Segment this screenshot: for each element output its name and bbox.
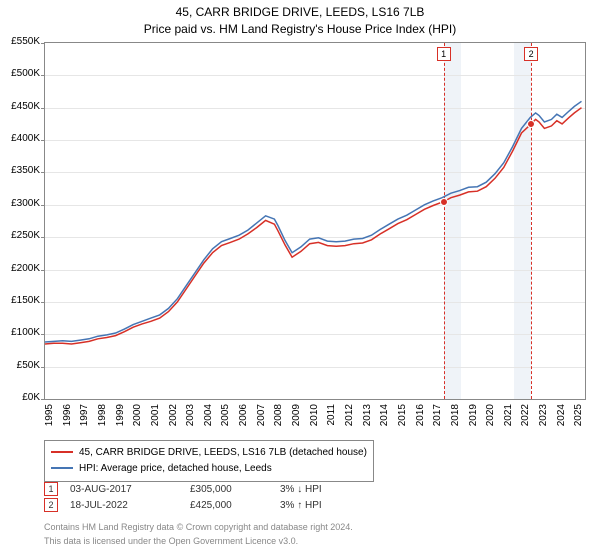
x-tick-label: 2007 [256, 404, 267, 444]
legend-label: 45, CARR BRIDGE DRIVE, LEEDS, LS16 7LB (… [79, 447, 367, 458]
x-tick-label: 2011 [326, 404, 337, 444]
x-tick-label: 2019 [468, 404, 479, 444]
x-tick-label: 2001 [150, 404, 161, 444]
y-tick-label: £200K [4, 263, 40, 274]
sale-price: £305,000 [190, 482, 280, 498]
x-tick-label: 2020 [485, 404, 496, 444]
x-tick-label: 1997 [79, 404, 90, 444]
marker-2: 2 [524, 47, 538, 61]
sale-marker-icon: 2 [44, 498, 58, 512]
legend: 45, CARR BRIDGE DRIVE, LEEDS, LS16 7LB (… [44, 440, 374, 482]
y-tick-label: £150K [4, 295, 40, 306]
y-tick-label: £50K [4, 360, 40, 371]
sale-point-2 [527, 120, 535, 128]
y-tick-label: £450K [4, 101, 40, 112]
x-tick-label: 1998 [97, 404, 108, 444]
sale-row-1: 1 03-AUG-2017£305,0003% ↓ HPI [44, 482, 370, 498]
footer: 1 03-AUG-2017£305,0003% ↓ HPI 2 18-JUL-2022… [44, 482, 370, 549]
x-tick-label: 2015 [397, 404, 408, 444]
x-tick-label: 2008 [273, 404, 284, 444]
x-tick-label: 2021 [503, 404, 514, 444]
x-tick-label: 2018 [450, 404, 461, 444]
sale-delta: 3% ↑ HPI [280, 498, 370, 514]
sale-delta: 3% ↓ HPI [280, 482, 370, 498]
x-tick-label: 2006 [238, 404, 249, 444]
x-tick-label: 1995 [44, 404, 55, 444]
credit-text: Contains HM Land Registry data © Crown c… [44, 520, 370, 549]
x-tick-label: 2002 [168, 404, 179, 444]
x-tick-label: 2012 [344, 404, 355, 444]
x-tick-label: 2009 [291, 404, 302, 444]
x-tick-label: 1996 [62, 404, 73, 444]
y-tick-label: £400K [4, 133, 40, 144]
sale-marker-icon: 1 [44, 482, 58, 496]
marker-1: 1 [437, 47, 451, 61]
x-tick-label: 2016 [415, 404, 426, 444]
y-tick-label: £550K [4, 36, 40, 47]
sale-price: £425,000 [190, 498, 280, 514]
series-hpi [45, 101, 582, 342]
sale-date: 18-JUL-2022 [70, 498, 190, 514]
chart-subtitle: Price paid vs. HM Land Registry's House … [0, 21, 600, 38]
sale-row-2: 2 18-JUL-2022£425,0003% ↑ HPI [44, 498, 370, 514]
x-tick-label: 2004 [203, 404, 214, 444]
series-price [45, 108, 582, 344]
x-tick-label: 2010 [309, 404, 320, 444]
legend-swatch [51, 467, 73, 469]
y-tick-label: £500K [4, 68, 40, 79]
y-tick-label: £300K [4, 198, 40, 209]
x-tick-label: 2017 [432, 404, 443, 444]
x-tick-label: 2023 [538, 404, 549, 444]
x-tick-label: 2005 [220, 404, 231, 444]
x-tick-label: 2014 [379, 404, 390, 444]
x-tick-label: 2025 [573, 404, 584, 444]
chart-title: 45, CARR BRIDGE DRIVE, LEEDS, LS16 7LB [0, 4, 600, 21]
x-tick-label: 2003 [185, 404, 196, 444]
x-tick-label: 2013 [362, 404, 373, 444]
sale-date: 03-AUG-2017 [70, 482, 190, 498]
x-tick-label: 2022 [520, 404, 531, 444]
y-tick-label: £100K [4, 327, 40, 338]
legend-swatch [51, 451, 73, 453]
y-tick-label: £350K [4, 165, 40, 176]
x-tick-label: 2024 [556, 404, 567, 444]
y-tick-label: £0K [4, 392, 40, 403]
x-tick-label: 2000 [132, 404, 143, 444]
x-tick-label: 1999 [115, 404, 126, 444]
sale-point-1 [440, 198, 448, 206]
chart-area: 12 [44, 42, 586, 400]
y-tick-label: £250K [4, 230, 40, 241]
legend-label: HPI: Average price, detached house, Leed… [79, 463, 272, 474]
